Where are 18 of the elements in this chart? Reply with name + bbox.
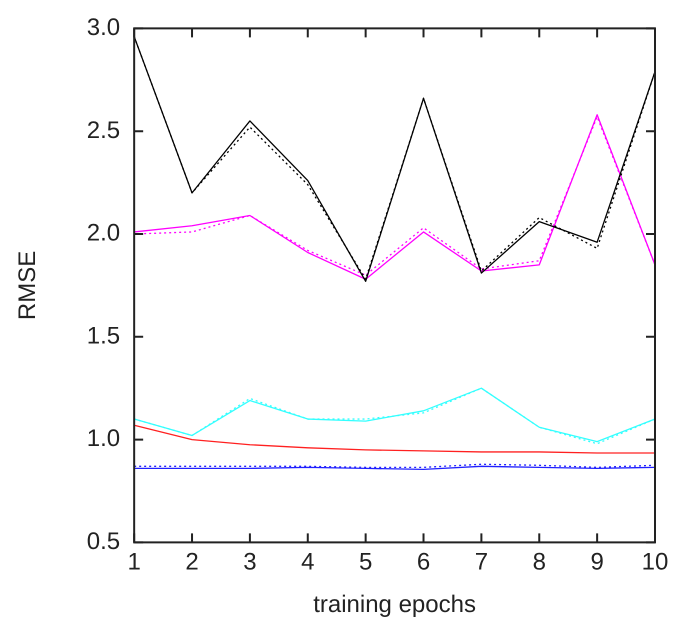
x-tick-label: 4: [301, 548, 314, 576]
y-tick-label: 1.5: [86, 322, 120, 350]
y-tick-label: 2.5: [86, 116, 120, 144]
x-tick-label: 5: [358, 548, 372, 576]
y-tick-label: 2.0: [86, 220, 120, 247]
x-tick-label: 3: [243, 548, 257, 576]
y-tick-label: 1.0: [86, 425, 120, 452]
y-tick-label: 0.5: [86, 528, 120, 556]
x-tick-label: 9: [590, 548, 604, 576]
x-tick-label: 7: [474, 548, 488, 576]
x-tick-label: 6: [416, 548, 430, 576]
x-tick-label: 8: [532, 548, 546, 576]
x-tick-label: 2: [185, 548, 199, 576]
x-tick-label: 10: [642, 548, 668, 576]
x-axis-title: training epochs: [313, 591, 476, 618]
x-tick-label: 1: [127, 548, 141, 576]
y-axis-title: RMSE: [14, 250, 42, 320]
y-tick-label: 3.0: [86, 14, 120, 42]
